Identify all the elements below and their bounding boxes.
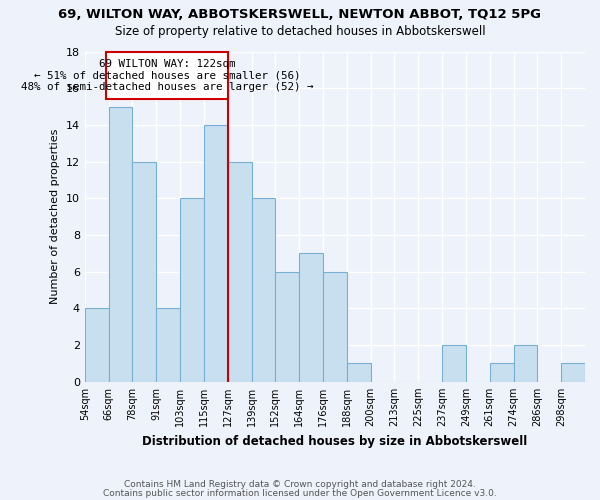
Bar bbox=[347, 364, 371, 382]
Bar bbox=[251, 198, 275, 382]
Bar bbox=[275, 272, 299, 382]
Bar bbox=[561, 364, 585, 382]
FancyBboxPatch shape bbox=[106, 52, 228, 99]
Y-axis label: Number of detached properties: Number of detached properties bbox=[50, 129, 61, 304]
X-axis label: Distribution of detached houses by size in Abbotskerswell: Distribution of detached houses by size … bbox=[142, 434, 527, 448]
Bar bbox=[442, 345, 466, 382]
Text: Contains public sector information licensed under the Open Government Licence v3: Contains public sector information licen… bbox=[103, 489, 497, 498]
Bar bbox=[490, 364, 514, 382]
Bar bbox=[323, 272, 347, 382]
Bar bbox=[204, 125, 228, 382]
Bar bbox=[85, 308, 109, 382]
Bar bbox=[157, 308, 180, 382]
Bar bbox=[180, 198, 204, 382]
Bar bbox=[299, 254, 323, 382]
Text: 69, WILTON WAY, ABBOTSKERSWELL, NEWTON ABBOT, TQ12 5PG: 69, WILTON WAY, ABBOTSKERSWELL, NEWTON A… bbox=[59, 8, 542, 20]
Bar bbox=[133, 162, 157, 382]
Text: Size of property relative to detached houses in Abbotskerswell: Size of property relative to detached ho… bbox=[115, 25, 485, 38]
Text: Contains HM Land Registry data © Crown copyright and database right 2024.: Contains HM Land Registry data © Crown c… bbox=[124, 480, 476, 489]
Text: 69 WILTON WAY: 122sqm
← 51% of detached houses are smaller (56)
48% of semi-deta: 69 WILTON WAY: 122sqm ← 51% of detached … bbox=[21, 59, 313, 92]
Bar bbox=[228, 162, 251, 382]
Bar bbox=[109, 106, 133, 382]
Bar bbox=[514, 345, 538, 382]
